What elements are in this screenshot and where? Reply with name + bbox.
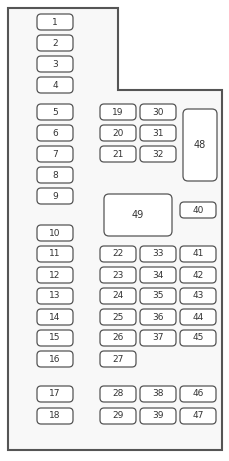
Text: 26: 26 [112,333,123,343]
Text: 30: 30 [152,107,163,117]
FancyBboxPatch shape [100,309,135,325]
FancyBboxPatch shape [139,288,175,304]
Text: 45: 45 [191,333,203,343]
Text: 18: 18 [49,412,60,420]
Text: 2: 2 [52,39,57,47]
Text: 33: 33 [152,249,163,259]
Text: 20: 20 [112,129,123,137]
Text: 7: 7 [52,149,58,159]
Polygon shape [8,8,221,450]
FancyBboxPatch shape [37,104,73,120]
Text: 12: 12 [49,271,60,279]
FancyBboxPatch shape [37,288,73,304]
Text: 34: 34 [152,271,163,279]
Text: 39: 39 [152,412,163,420]
Text: 11: 11 [49,249,60,259]
FancyBboxPatch shape [100,146,135,162]
Text: 9: 9 [52,191,58,201]
FancyBboxPatch shape [182,109,216,181]
Text: 36: 36 [152,313,163,321]
Text: 49: 49 [131,210,144,220]
FancyBboxPatch shape [139,267,175,283]
FancyBboxPatch shape [139,386,175,402]
Text: 27: 27 [112,355,123,364]
FancyBboxPatch shape [139,125,175,141]
Text: 17: 17 [49,390,60,398]
FancyBboxPatch shape [37,408,73,424]
Text: 31: 31 [152,129,163,137]
Text: 46: 46 [191,390,203,398]
FancyBboxPatch shape [37,386,73,402]
FancyBboxPatch shape [139,104,175,120]
FancyBboxPatch shape [100,408,135,424]
Text: 25: 25 [112,313,123,321]
FancyBboxPatch shape [179,202,215,218]
FancyBboxPatch shape [139,246,175,262]
Text: 44: 44 [191,313,203,321]
Text: 47: 47 [191,412,203,420]
FancyBboxPatch shape [139,408,175,424]
FancyBboxPatch shape [100,104,135,120]
FancyBboxPatch shape [37,167,73,183]
FancyBboxPatch shape [179,288,215,304]
FancyBboxPatch shape [100,246,135,262]
Text: 22: 22 [112,249,123,259]
FancyBboxPatch shape [139,330,175,346]
FancyBboxPatch shape [100,351,135,367]
Text: 28: 28 [112,390,123,398]
FancyBboxPatch shape [37,330,73,346]
Text: 5: 5 [52,107,58,117]
FancyBboxPatch shape [37,125,73,141]
FancyBboxPatch shape [37,14,73,30]
Text: 3: 3 [52,59,58,69]
FancyBboxPatch shape [179,408,215,424]
Text: 10: 10 [49,229,60,237]
FancyBboxPatch shape [179,246,215,262]
Text: 16: 16 [49,355,60,364]
FancyBboxPatch shape [37,35,73,51]
FancyBboxPatch shape [100,330,135,346]
FancyBboxPatch shape [37,56,73,72]
Text: 37: 37 [152,333,163,343]
Text: 24: 24 [112,291,123,301]
Text: 1: 1 [52,18,58,26]
Text: 42: 42 [191,271,203,279]
FancyBboxPatch shape [37,267,73,283]
FancyBboxPatch shape [139,146,175,162]
Text: 21: 21 [112,149,123,159]
Text: 35: 35 [152,291,163,301]
FancyBboxPatch shape [37,77,73,93]
Text: 4: 4 [52,81,57,89]
FancyBboxPatch shape [100,125,135,141]
FancyBboxPatch shape [37,309,73,325]
FancyBboxPatch shape [100,386,135,402]
Text: 40: 40 [191,206,203,214]
Text: 15: 15 [49,333,60,343]
FancyBboxPatch shape [37,246,73,262]
Text: 38: 38 [152,390,163,398]
FancyBboxPatch shape [37,146,73,162]
Text: 13: 13 [49,291,60,301]
Text: 48: 48 [193,140,205,150]
FancyBboxPatch shape [179,309,215,325]
Text: 6: 6 [52,129,58,137]
FancyBboxPatch shape [37,188,73,204]
FancyBboxPatch shape [179,330,215,346]
Text: 41: 41 [191,249,203,259]
FancyBboxPatch shape [104,194,171,236]
FancyBboxPatch shape [139,309,175,325]
Text: 23: 23 [112,271,123,279]
Text: 14: 14 [49,313,60,321]
Text: 29: 29 [112,412,123,420]
FancyBboxPatch shape [179,267,215,283]
FancyBboxPatch shape [37,225,73,241]
FancyBboxPatch shape [100,288,135,304]
Text: 32: 32 [152,149,163,159]
Text: 8: 8 [52,171,58,179]
FancyBboxPatch shape [37,351,73,367]
FancyBboxPatch shape [179,386,215,402]
FancyBboxPatch shape [100,267,135,283]
Text: 19: 19 [112,107,123,117]
Text: 43: 43 [191,291,203,301]
